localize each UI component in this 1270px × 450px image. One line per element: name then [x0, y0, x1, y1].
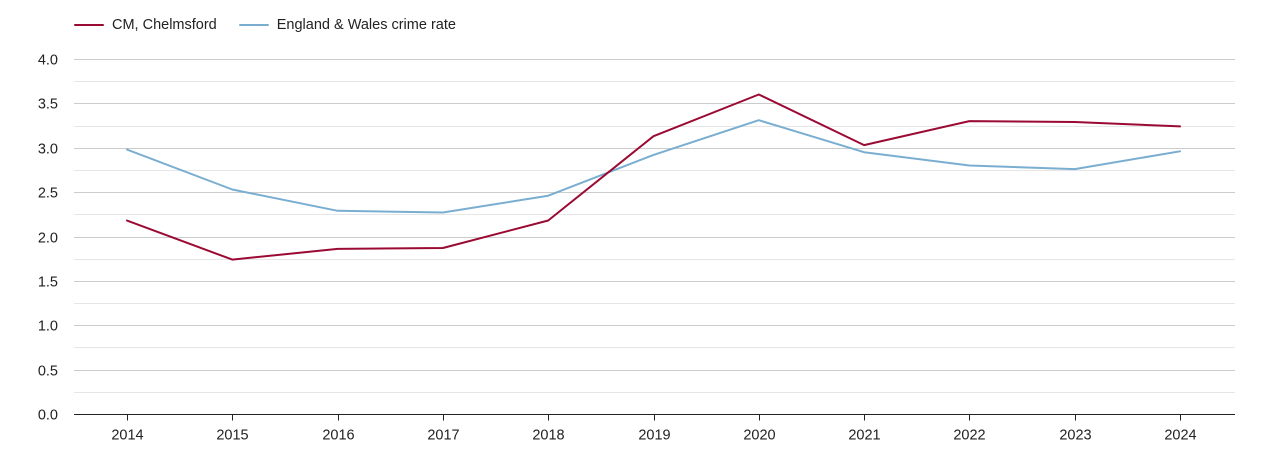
series-line-england-wales — [126, 119, 1181, 214]
legend-label-england-wales: England & Wales crime rate — [276, 17, 456, 33]
x-tick-label: 2023 — [1059, 428, 1091, 444]
x-tick-label: 2017 — [427, 428, 459, 444]
x-tick-label: 2020 — [743, 428, 775, 444]
x-tick-label: 2021 — [848, 428, 880, 444]
x-tick-label: 2019 — [638, 428, 670, 444]
data-series — [126, 93, 1181, 261]
x-tick-label: 2018 — [532, 428, 564, 444]
legend-item-england-wales: England & Wales crime rate — [238, 17, 456, 33]
x-tick-label: 2014 — [111, 428, 143, 444]
chart-legend: CM, Chelmsford England & Wales crime rat… — [74, 14, 456, 36]
y-tick-label: 0.5 — [38, 364, 58, 380]
y-tick-label: 3.0 — [38, 142, 58, 158]
y-tick-label: 2.0 — [38, 231, 58, 247]
x-tick-label: 2024 — [1164, 428, 1196, 444]
y-tick-label: 2.5 — [38, 186, 58, 202]
y-tick-label: 0.0 — [38, 408, 58, 424]
x-tick-label: 2016 — [322, 428, 354, 444]
legend-swatch-chelmsford — [74, 24, 104, 26]
y-tick-label: 3.5 — [38, 97, 58, 113]
y-tick-label: 1.0 — [38, 319, 58, 335]
y-tick-label: 4.0 — [38, 53, 58, 69]
legend-label-chelmsford: CM, Chelmsford — [112, 17, 217, 33]
legend-item-chelmsford: CM, Chelmsford — [74, 17, 217, 33]
axes: 0.0 0.5 1.0 1.5 2.0 2.5 3.0 3.5 4.0 2014 2015 2016 2… — [38, 53, 1235, 444]
series-line-chelmsford — [126, 93, 1181, 261]
legend-swatch-england-wales — [238, 24, 269, 26]
gridlines — [74, 59, 1235, 393]
x-tick-label: 2022 — [953, 428, 985, 444]
x-tick-label: 2015 — [216, 428, 248, 444]
y-tick-label: 1.5 — [38, 275, 58, 291]
